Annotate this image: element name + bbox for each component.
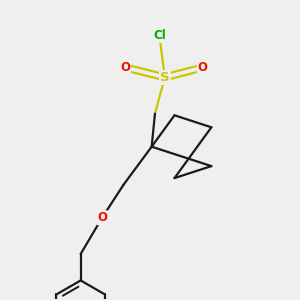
Text: O: O — [97, 211, 107, 224]
Text: O: O — [120, 61, 130, 74]
Text: Cl: Cl — [154, 29, 166, 42]
Text: O: O — [198, 61, 208, 74]
Text: S: S — [160, 71, 170, 84]
